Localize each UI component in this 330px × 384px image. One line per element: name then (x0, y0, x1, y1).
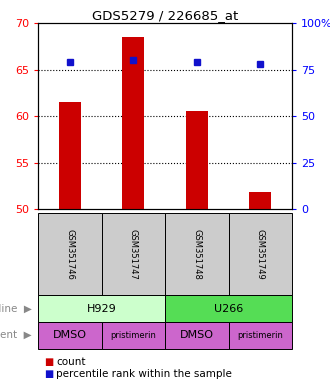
Bar (38, 295, 165, 322)
Title: GDS5279 / 226685_at: GDS5279 / 226685_at (92, 9, 238, 22)
Text: DMSO: DMSO (53, 331, 87, 341)
Text: agent  ▶: agent ▶ (0, 331, 31, 341)
Bar (165, 322, 228, 349)
Text: U266: U266 (214, 303, 243, 313)
Bar (249, 192, 271, 209)
Text: GSM351748: GSM351748 (192, 228, 201, 280)
Text: count: count (56, 358, 86, 367)
Text: pristimerin: pristimerin (237, 331, 283, 340)
Text: cell line  ▶: cell line ▶ (0, 303, 31, 313)
Text: H929: H929 (86, 303, 116, 313)
Bar (122, 37, 144, 209)
Bar (59, 102, 81, 209)
Bar (102, 322, 165, 349)
Text: ■: ■ (45, 369, 54, 379)
Text: DMSO: DMSO (180, 331, 214, 341)
Bar (165, 295, 292, 322)
Bar (38, 213, 102, 295)
Text: percentile rank within the sample: percentile rank within the sample (56, 369, 232, 379)
Bar (38, 322, 102, 349)
Text: ■: ■ (45, 358, 54, 367)
Text: pristimerin: pristimerin (110, 331, 156, 340)
Bar (228, 322, 292, 349)
Bar (165, 213, 228, 295)
Bar (228, 213, 292, 295)
Text: GSM351749: GSM351749 (256, 228, 265, 280)
Text: GSM351747: GSM351747 (129, 228, 138, 280)
Bar (102, 213, 165, 295)
Bar (186, 111, 208, 209)
Text: GSM351746: GSM351746 (65, 228, 74, 280)
